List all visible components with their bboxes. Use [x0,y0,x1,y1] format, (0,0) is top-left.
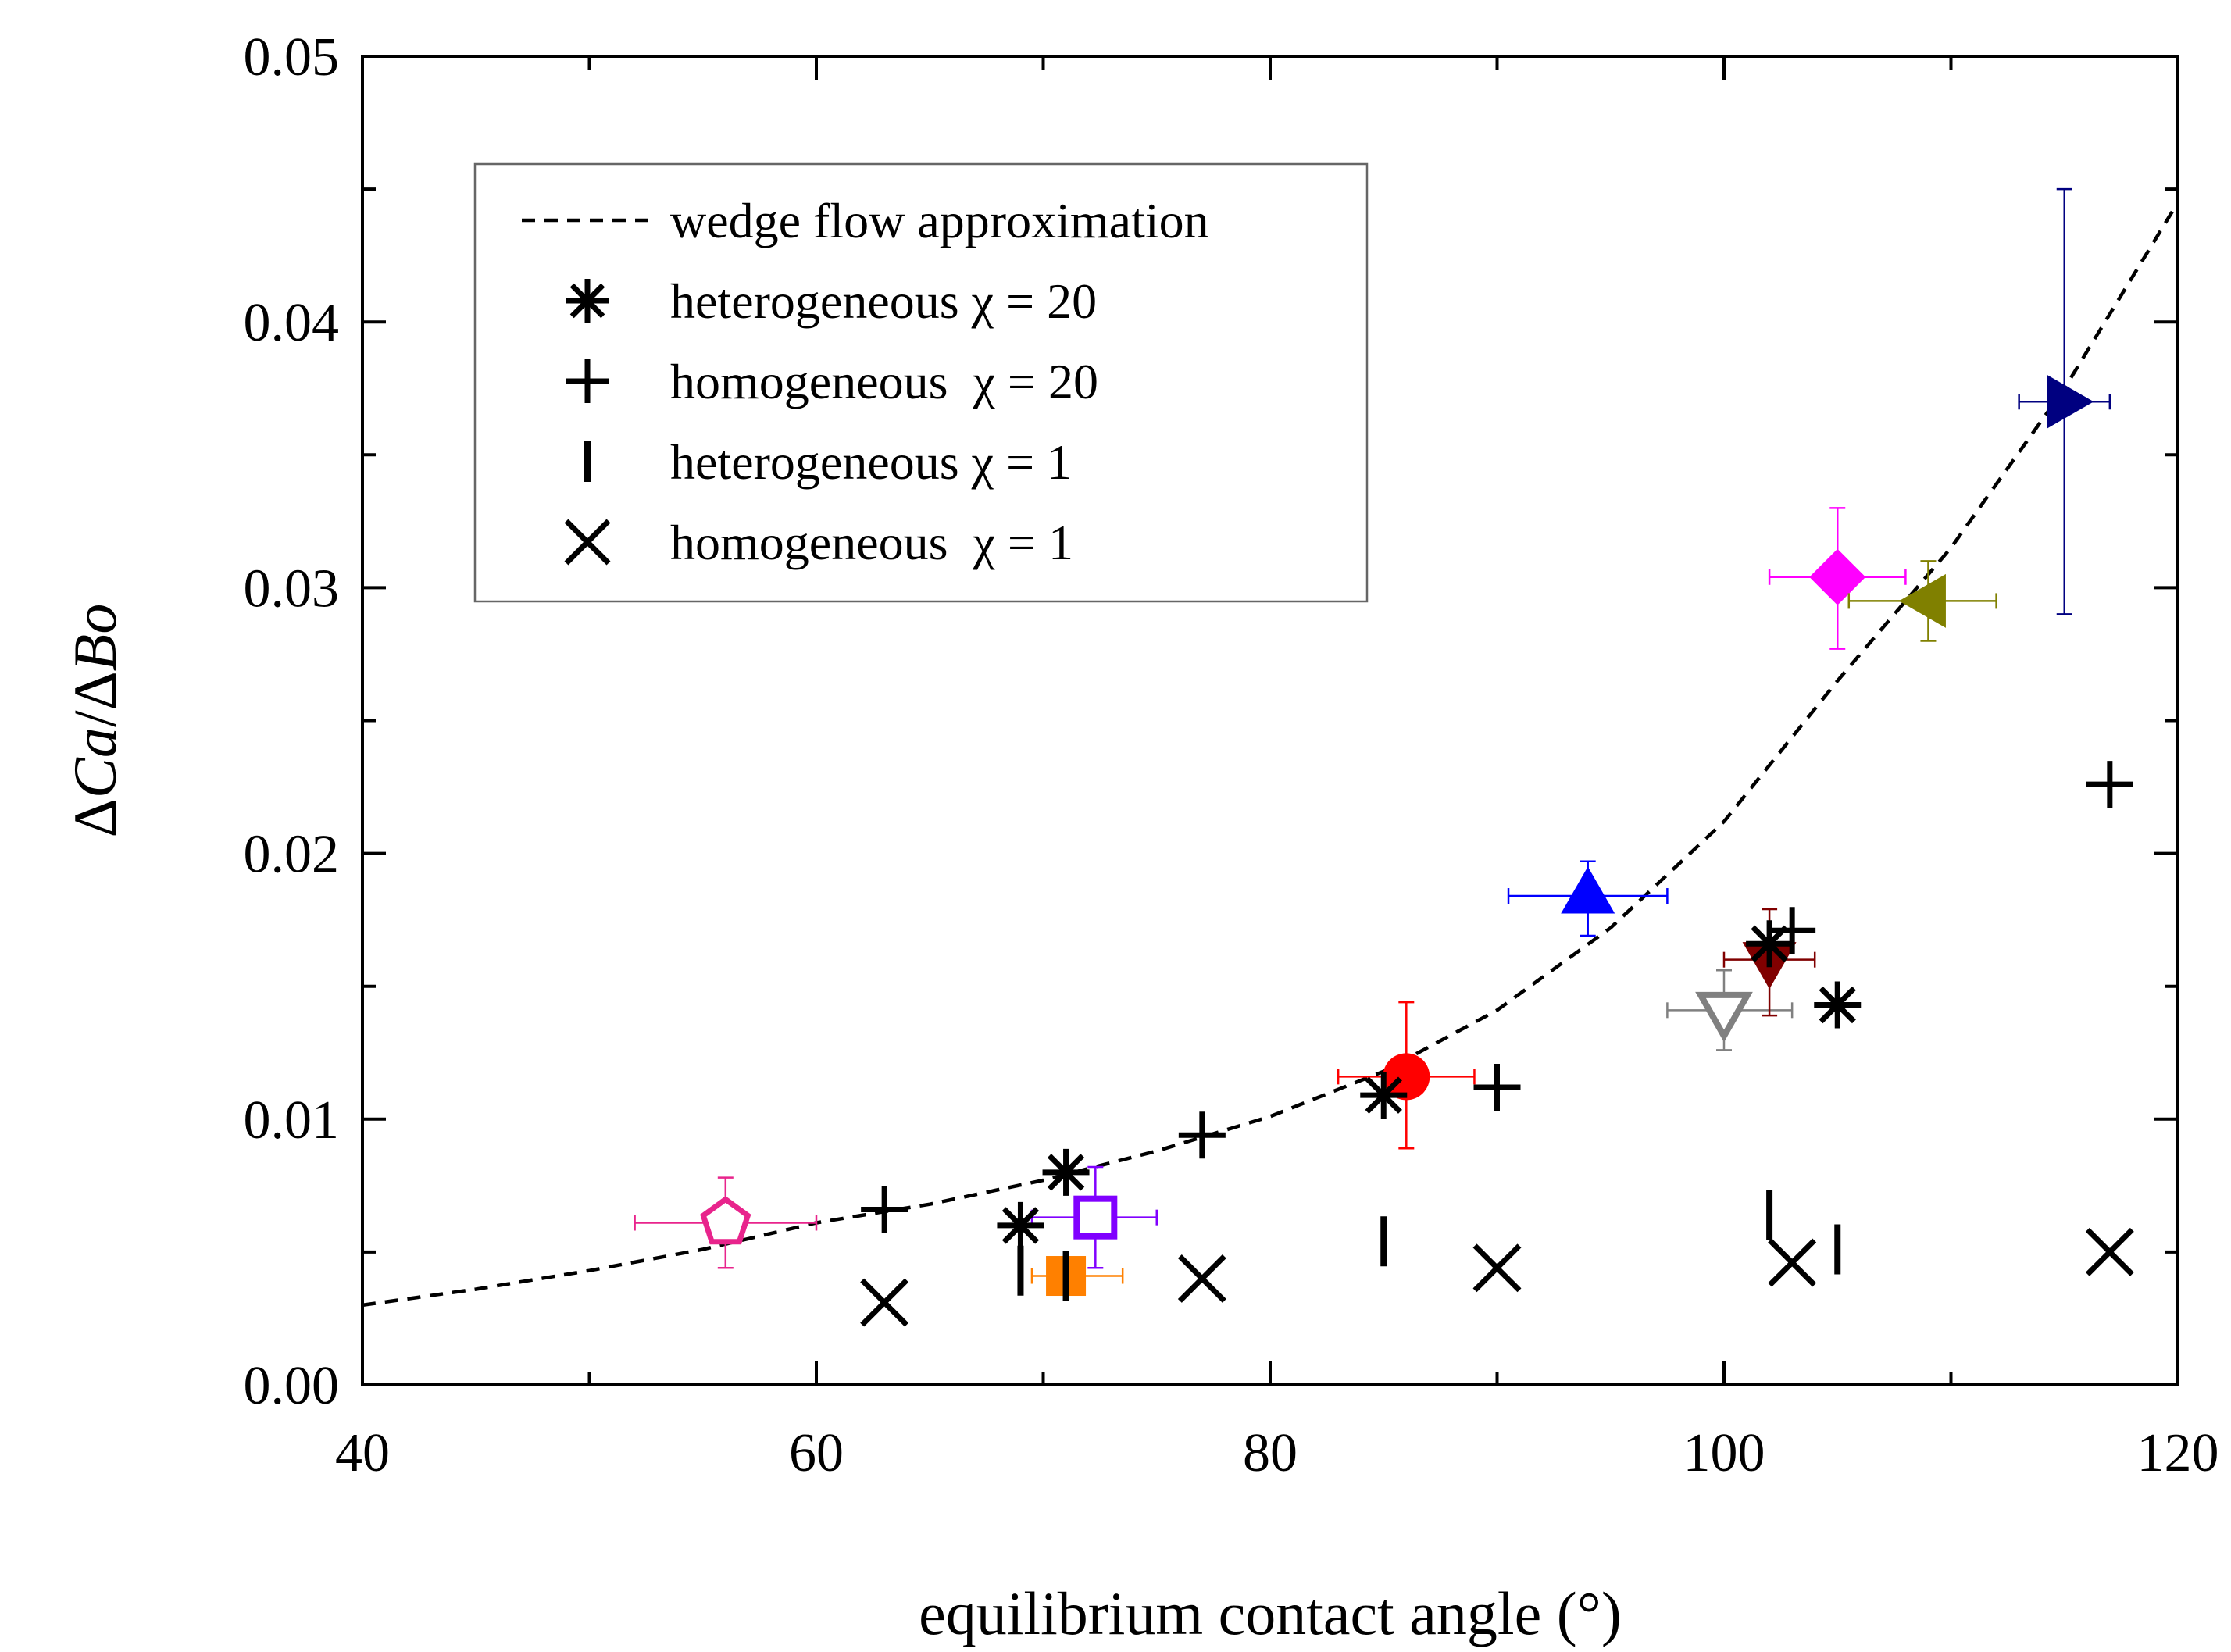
x-tick-label: 60 [789,1423,844,1483]
legend-x-symbol-stroke [564,519,611,566]
series-0-point [1042,1148,1090,1196]
y-tick-label: 0.05 [244,27,340,87]
series-3-point [860,1278,909,1327]
series-1-point [1769,907,1816,954]
y-axis-title-part: Bo [61,604,129,672]
experimental-point-square-orange [1030,1256,1124,1297]
x-tick-label: 40 [335,1423,390,1483]
legend-item: heterogeneous χ = 1 [584,434,1072,490]
triangle-right-marker [2047,374,2094,429]
series-0-point-stroke [1047,1154,1085,1191]
y-axis-title-part: / [61,710,129,727]
triangle-up-marker [1561,866,1615,914]
series-1 [861,761,2133,1233]
series-3-point-stroke [2085,1227,2134,1276]
triangle-left-marker [1898,573,1946,628]
series-3-point [1472,1243,1522,1293]
legend-asterisk-symbol-stroke [569,283,605,319]
x-tick-label: 80 [1243,1423,1298,1483]
legend-item: wedge flow approximation [522,193,1209,248]
legend-item: heterogeneous χ = 20 [566,273,1097,329]
series-3-point [1177,1254,1226,1303]
series-0-point-stroke [1365,1076,1402,1114]
legend-label: wedge flow approximation [670,193,1209,248]
series-0-point [1360,1072,1408,1119]
series-3-point-stroke [1472,1243,1522,1293]
points-layer [634,187,2134,1327]
series-3-point-stroke [860,1278,909,1327]
y-tick-label: 0.03 [244,558,340,619]
series-3-point [1768,1238,1817,1287]
legend: wedge flow approximation heterogeneous χ … [473,162,1369,603]
series-3-point-stroke [1768,1238,1817,1287]
experimental-point-diamond [1768,507,1907,650]
experimental-point-triangle-right [2018,187,2111,615]
experimental-point-triangle-up [1507,860,1669,937]
series-3 [860,1227,2134,1327]
series-0-point [997,1201,1044,1249]
series-0-point [1814,981,1862,1029]
experimental-point-triangle-left [1847,560,1997,642]
series-0-point-stroke [1819,986,1856,1024]
experimental-point-triangle-down-open [1666,969,1794,1051]
experimental-point-circle [1337,1001,1476,1150]
x-axis-title: equilibrium contact angle (°) [919,1579,1622,1647]
legend-label: homogeneous χ = 1 [670,515,1073,570]
series-0-point-stroke [1001,1207,1040,1244]
x-tick-label: 100 [1683,1423,1765,1483]
labels-layer: 40 60 80 100 120 0.00 0.01 0.02 0.03 0.04 0.05 equi… [61,27,2219,1647]
y-tick-label: 0.00 [244,1356,340,1416]
series-0-point [1746,920,1794,968]
y-axis-title: ΔCa/ΔBo [61,604,129,838]
legend-box [473,162,1369,603]
series-1-point [1178,1111,1226,1159]
y-axis-title-part: Ca [61,727,129,798]
pentagon-marker [700,1196,751,1245]
y-tick-label: 0.01 [244,1090,340,1151]
curve-layer [362,201,2179,1308]
triangle-down-open-marker [1695,991,1753,1043]
legend-x-symbol [564,519,611,566]
legend-label: heterogeneous χ = 20 [670,273,1097,329]
series-1-point [2086,761,2133,808]
experimental-point-square-purple [1030,1165,1158,1269]
series-1-point [1473,1063,1521,1111]
wedge-flow-curve [362,201,2179,1308]
legend-label: homogeneous χ = 20 [670,354,1098,409]
legend-plus-symbol [566,359,609,403]
series-3-point-stroke [1177,1254,1226,1303]
series-2 [1017,1190,1841,1301]
legend-item: homogeneous χ = 1 [564,515,1073,570]
diamond-marker [1809,548,1866,605]
y-axis-title-part: Δ [61,798,129,837]
plot-frame [361,55,2179,1386]
square-purple-marker [1073,1195,1118,1240]
legend-item: homogeneous χ = 20 [566,354,1098,409]
legend-label: heterogeneous χ = 1 [670,434,1072,490]
circle-marker [1383,1053,1430,1101]
x-tick-label: 120 [2137,1423,2219,1483]
y-tick-label: 0.04 [244,293,340,353]
y-tick-label: 0.02 [244,825,340,885]
legend-asterisk-symbol [566,279,609,323]
experimental-point-pentagon [634,1176,818,1269]
series-3-point [2085,1227,2134,1276]
y-axis-title-part: Δ [61,671,129,710]
series-1-point [861,1186,908,1233]
